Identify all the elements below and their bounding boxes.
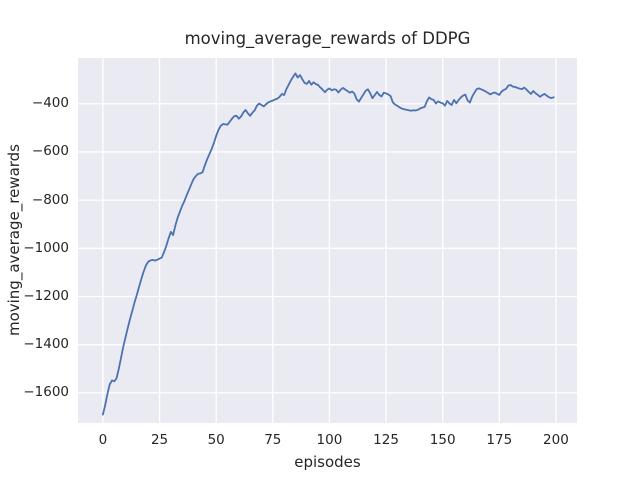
x-tick-label: 75 [264,432,282,448]
x-tick-label: 200 [543,432,569,448]
x-tick-label: 0 [98,432,108,448]
x-tick-label: 175 [486,432,513,448]
chart-title: moving_average_rewards of DDPG [184,29,471,48]
x-tick-label: 25 [150,432,169,448]
x-tick-label: 150 [429,432,456,448]
y-tick-label: −400 [31,95,69,112]
y-tick-label: −800 [31,191,69,208]
y-tick-label: −1400 [23,336,69,353]
x-tick-label: 100 [316,432,343,448]
y-tick-label: −1000 [23,239,69,256]
x-tick-label: 50 [207,432,225,448]
y-tick-label: −600 [31,143,69,160]
x-axis-label: episodes [294,453,361,471]
reward-line [102,72,555,416]
y-tick-label: −1200 [23,288,69,304]
x-tick-label: 125 [373,432,399,448]
plot-background [78,58,577,423]
y-tick-label: −1600 [23,384,69,401]
